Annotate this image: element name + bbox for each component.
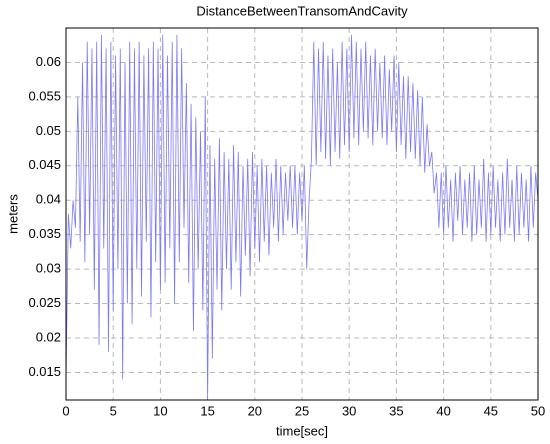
x-axis-label: time[sec]: [276, 423, 328, 438]
y-tick-label: 0.035: [28, 226, 61, 241]
x-tick-label: 45: [484, 403, 498, 418]
x-tick-label: 15: [200, 403, 214, 418]
y-tick-label: 0.015: [28, 364, 61, 379]
x-tick-label: 40: [436, 403, 450, 418]
x-tick-label: 0: [62, 403, 69, 418]
x-tick-label: 50: [531, 403, 545, 418]
x-tick-label: 35: [389, 403, 403, 418]
y-tick-label: 0.04: [36, 192, 61, 207]
chart-title: DistanceBetweenTransomAndCavity: [196, 3, 408, 18]
x-tick-label: 25: [295, 403, 309, 418]
y-tick-label: 0.045: [28, 157, 61, 172]
y-tick-label: 0.03: [36, 261, 61, 276]
x-tick-label: 10: [153, 403, 167, 418]
data-line: [65, 34, 539, 401]
x-tick-label: 30: [342, 403, 356, 418]
y-tick-label: 0.02: [36, 329, 61, 344]
y-tick-label: 0.025: [28, 295, 61, 310]
x-tick-label: 20: [248, 403, 262, 418]
y-tick-label: 0.06: [36, 54, 61, 69]
plot-frame: [65, 27, 539, 401]
y-axis-label: meters: [5, 194, 20, 234]
y-tick-label: 0.055: [28, 88, 61, 103]
x-tick-label: 5: [110, 403, 117, 418]
y-tick-label: 0.05: [36, 123, 61, 138]
